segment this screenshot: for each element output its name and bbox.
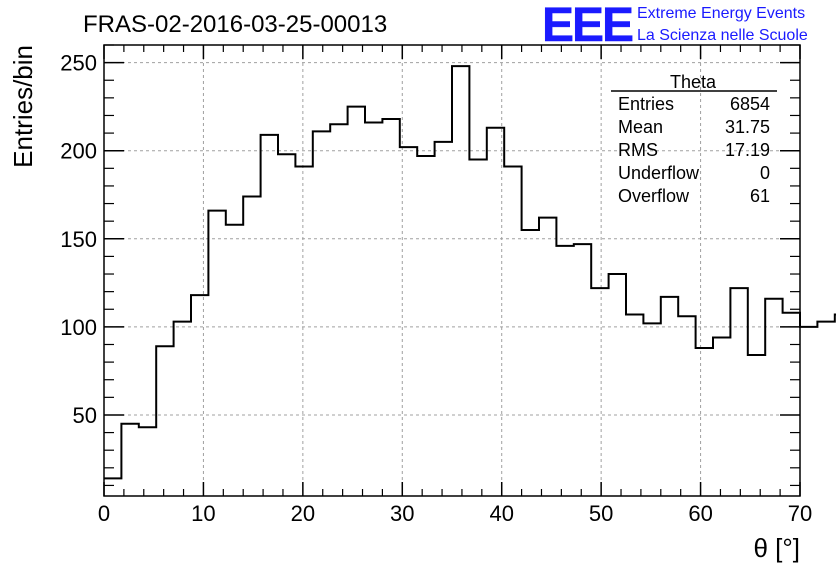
y-axis-label: Entries/bin bbox=[8, 45, 38, 168]
stats-label-mean: Mean bbox=[618, 117, 663, 137]
y-tick-label-4: 250 bbox=[60, 51, 97, 76]
plot-frame bbox=[103, 44, 801, 497]
stats-value-underflow: 0 bbox=[760, 163, 770, 183]
eee-logo: EEE Extreme Energy Events La Scienza nel… bbox=[542, 0, 808, 52]
x-tick-label-2: 20 bbox=[291, 501, 315, 526]
histogram-series bbox=[104, 65, 836, 480]
stats-value-overflow: 61 bbox=[750, 186, 770, 206]
stats-value-rms: 17.19 bbox=[725, 140, 770, 160]
y-tick-label-3: 200 bbox=[60, 139, 97, 164]
eee-logo-mark: EEE bbox=[542, 0, 633, 52]
x-tick-label-6: 60 bbox=[688, 501, 712, 526]
x-tick-label-5: 50 bbox=[589, 501, 613, 526]
y-tick-label-1: 100 bbox=[60, 315, 97, 340]
y-tick-label-0: 50 bbox=[73, 403, 97, 428]
x-tick-label-1: 10 bbox=[191, 501, 215, 526]
x-tick-label-4: 40 bbox=[489, 501, 513, 526]
stats-label-underflow: Underflow bbox=[618, 163, 700, 183]
axis-ticks bbox=[103, 44, 801, 496]
x-axis-label: θ [°] bbox=[753, 533, 800, 563]
y-tick-labels: 50 100 150 200 250 bbox=[60, 51, 97, 428]
grid-lines bbox=[104, 45, 800, 496]
logo-line-1: Extreme Energy Events bbox=[637, 5, 805, 22]
logo-line-2: La Scienza nelle Scuole bbox=[637, 27, 808, 44]
stats-label-entries: Entries bbox=[618, 94, 674, 114]
chart-title: FRAS-02-2016-03-25-00013 bbox=[83, 11, 387, 38]
stats-box-title: Theta bbox=[670, 72, 717, 92]
stats-label-rms: RMS bbox=[618, 140, 658, 160]
x-tick-label-3: 30 bbox=[390, 501, 414, 526]
stats-rows: Entries 6854 Mean 31.75 RMS 17.19 Underflow 0 Ov… bbox=[618, 94, 770, 206]
x-tick-labels: 0 10 20 30 40 50 60 70 bbox=[98, 501, 812, 526]
x-tick-label-0: 0 bbox=[98, 501, 110, 526]
stats-value-entries: 6854 bbox=[730, 94, 770, 114]
x-tick-label-7: 70 bbox=[788, 501, 812, 526]
stats-label-overflow: Overflow bbox=[618, 186, 690, 206]
y-tick-label-2: 150 bbox=[60, 227, 97, 252]
stats-value-mean: 31.75 bbox=[725, 117, 770, 137]
stats-box: Theta Entries 6854 Mean 31.75 RMS 17.19 Underf… bbox=[611, 72, 777, 206]
